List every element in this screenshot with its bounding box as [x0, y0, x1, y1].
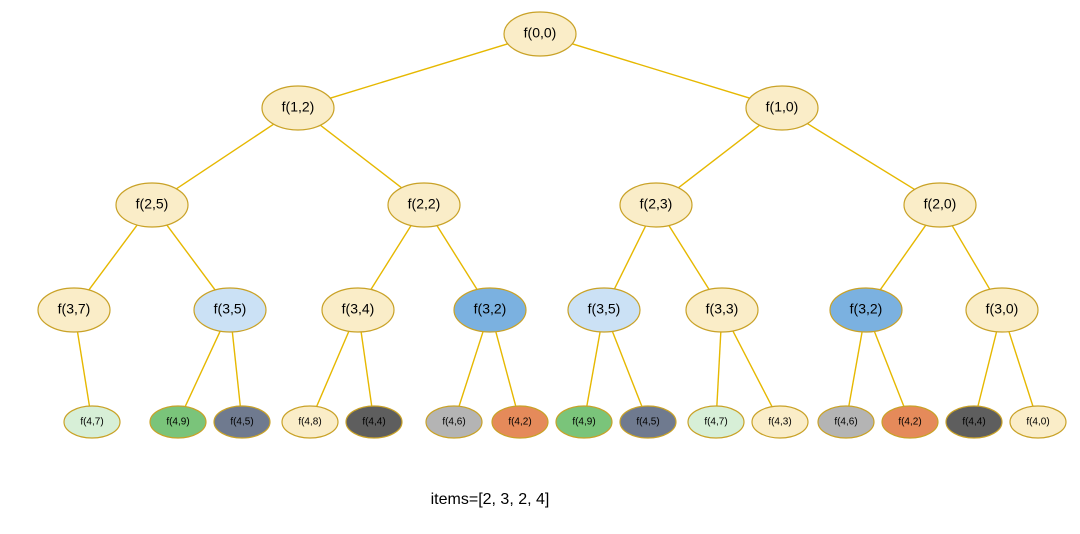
tree-edge [807, 124, 914, 190]
tree-node-label: f(2,2) [408, 196, 441, 212]
tree-edge [496, 332, 516, 406]
tree-edge [849, 332, 862, 406]
tree-node: f(2,2) [388, 183, 460, 227]
tree-edge [185, 331, 220, 406]
tree-edge [361, 332, 372, 406]
tree-edge [320, 125, 401, 188]
tree-node-label: f(2,3) [640, 196, 673, 212]
tree-edge [78, 332, 90, 406]
tree-node-label: f(4,7) [704, 417, 727, 428]
tree-edge [1009, 332, 1033, 407]
tree-node: f(4,6) [818, 406, 874, 438]
tree-edge [459, 332, 483, 407]
tree-node-label: f(4,6) [442, 417, 465, 428]
tree-node: f(3,0) [966, 288, 1038, 332]
tree-edge [587, 332, 600, 406]
tree-node: f(4,5) [620, 406, 676, 438]
tree-node: f(2,3) [620, 183, 692, 227]
tree-node: f(4,3) [752, 406, 808, 438]
tree-node: f(3,2) [454, 288, 526, 332]
tree-node-label: f(4,6) [834, 417, 857, 428]
tree-node: f(4,4) [946, 406, 1002, 438]
tree-edge [952, 226, 990, 290]
tree-node-label: f(3,2) [850, 301, 883, 317]
tree-edge [89, 225, 137, 290]
edges-layer [78, 44, 1033, 407]
diagram-caption: items=[2, 3, 2, 4] [431, 491, 550, 508]
tree-node-label: f(4,4) [362, 417, 385, 428]
tree-node: f(4,8) [282, 406, 338, 438]
tree-node: f(2,5) [116, 183, 188, 227]
tree-node-label: f(4,5) [230, 417, 253, 428]
tree-node: f(1,0) [746, 86, 818, 130]
tree-node-label: f(4,9) [572, 417, 595, 428]
tree-node-label: f(3,3) [706, 301, 739, 317]
tree-node-label: f(3,5) [588, 301, 621, 317]
tree-node: f(4,2) [492, 406, 548, 438]
tree-node-label: f(4,8) [298, 417, 321, 428]
tree-node: f(3,5) [194, 288, 266, 332]
tree-edge [978, 332, 997, 406]
tree-node-label: f(3,4) [342, 301, 375, 317]
tree-edge [880, 225, 926, 290]
tree-node-label: f(3,5) [214, 301, 247, 317]
tree-node-label: f(4,3) [768, 417, 791, 428]
tree-node-label: f(3,7) [58, 301, 91, 317]
tree-node: f(3,5) [568, 288, 640, 332]
tree-node-label: f(4,0) [1026, 417, 1049, 428]
tree-node: f(4,0) [1010, 406, 1066, 438]
tree-node: f(3,4) [322, 288, 394, 332]
tree-node: f(1,2) [262, 86, 334, 130]
tree-edge [167, 225, 215, 290]
tree-edge [733, 331, 772, 407]
tree-edge [612, 331, 641, 406]
tree-edge [572, 44, 750, 98]
tree-node-label: f(1,2) [282, 99, 315, 115]
tree-node-label: f(4,4) [962, 417, 985, 428]
tree-node-label: f(4,7) [80, 417, 103, 428]
tree-node: f(3,2) [830, 288, 902, 332]
tree-node: f(4,4) [346, 406, 402, 438]
tree-node: f(3,3) [686, 288, 758, 332]
tree-node-label: f(4,5) [636, 417, 659, 428]
recursion-tree-diagram: f(0,0) f(1,2) f(1,0) f(2,5) f(2,2) f(2,3) f(2,… [0, 0, 1080, 534]
tree-edge [317, 331, 349, 406]
tree-node: f(4,7) [64, 406, 120, 438]
tree-node-label: f(2,0) [924, 196, 957, 212]
tree-edge [176, 124, 273, 189]
tree-edge [678, 125, 759, 188]
tree-edge [717, 332, 721, 406]
tree-edge [614, 226, 645, 289]
tree-node-label: f(0,0) [524, 25, 557, 41]
tree-edge [371, 226, 411, 290]
tree-node: f(4,2) [882, 406, 938, 438]
tree-node: f(4,7) [688, 406, 744, 438]
tree-node-label: f(3,0) [986, 301, 1019, 317]
tree-node: f(4,9) [556, 406, 612, 438]
tree-edge [874, 331, 903, 406]
tree-node: f(4,6) [426, 406, 482, 438]
tree-node: f(4,5) [214, 406, 270, 438]
tree-node-label: f(4,2) [508, 417, 531, 428]
tree-node-label: f(1,0) [766, 99, 799, 115]
tree-edge [232, 332, 240, 406]
tree-node: f(2,0) [904, 183, 976, 227]
tree-edge [669, 226, 709, 290]
tree-node-label: f(3,2) [474, 301, 507, 317]
tree-node-label: f(4,2) [898, 417, 921, 428]
nodes-layer: f(0,0) f(1,2) f(1,0) f(2,5) f(2,2) f(2,3) f(2,… [38, 12, 1066, 438]
tree-node-label: f(4,9) [166, 417, 189, 428]
tree-edge [330, 44, 508, 98]
tree-edge [437, 226, 477, 290]
tree-node: f(3,7) [38, 288, 110, 332]
tree-node: f(0,0) [504, 12, 576, 56]
tree-node: f(4,9) [150, 406, 206, 438]
tree-node-label: f(2,5) [136, 196, 169, 212]
